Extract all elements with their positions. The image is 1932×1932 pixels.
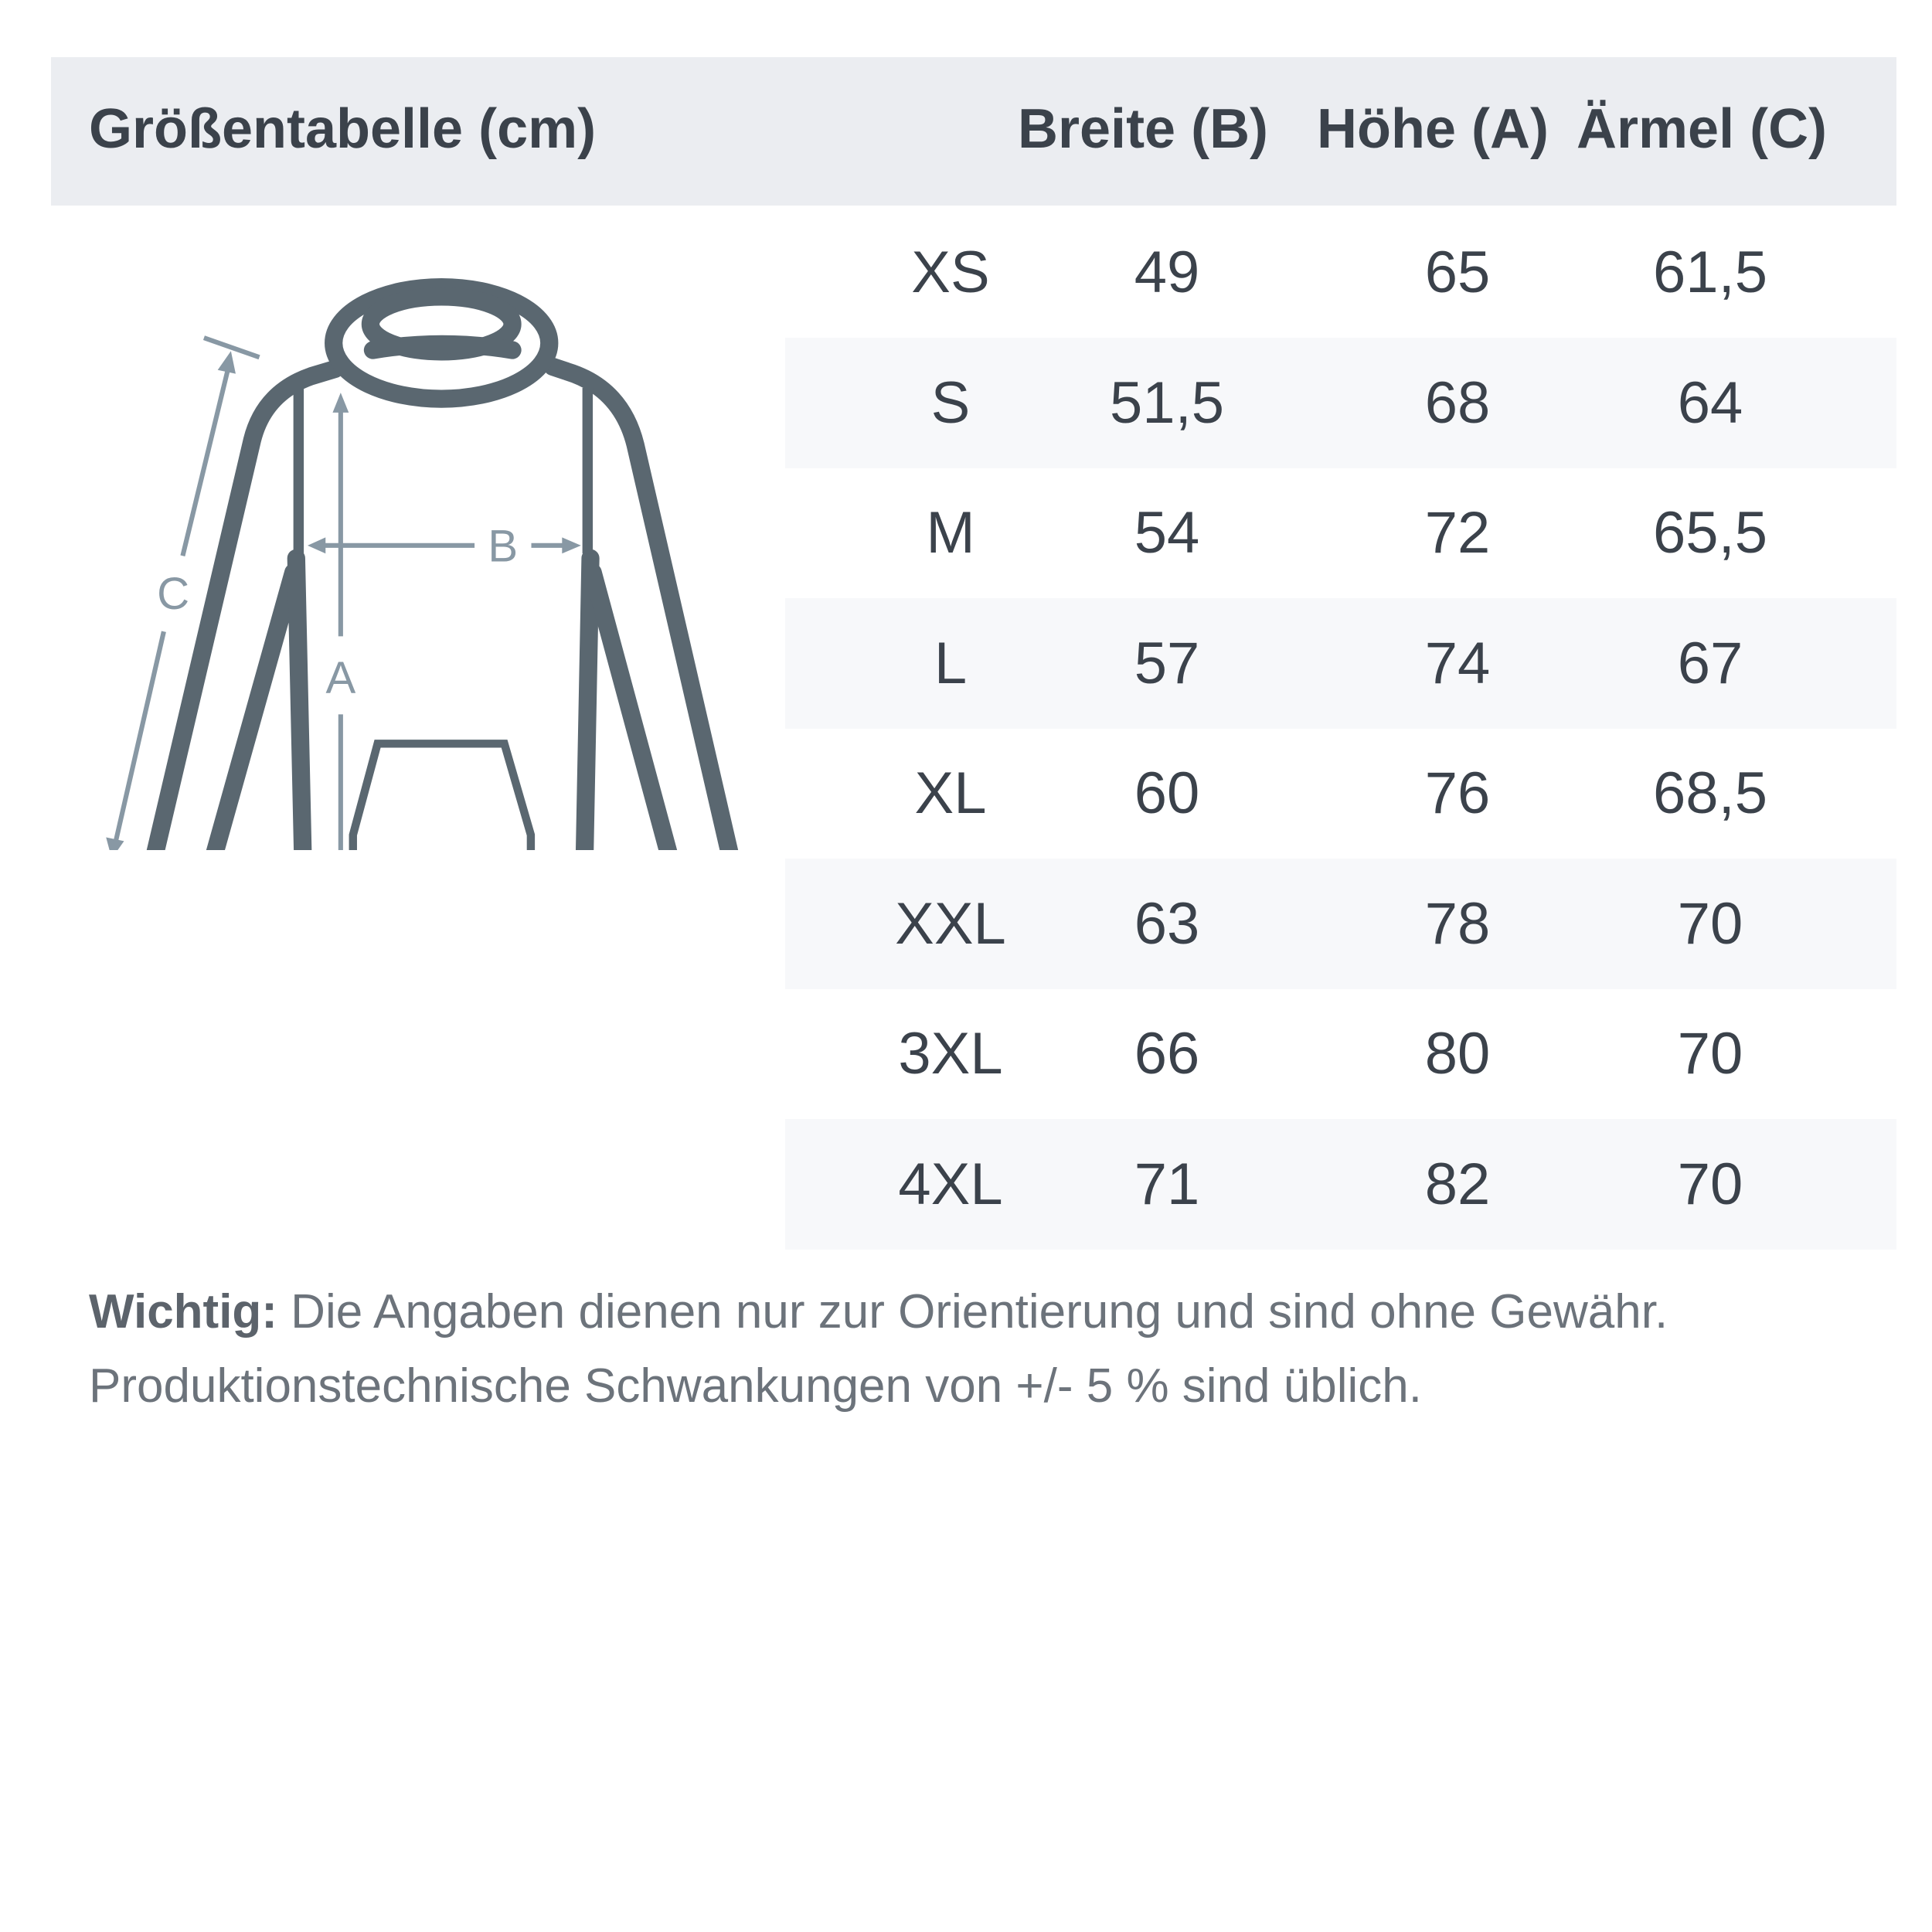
label-b: B	[488, 522, 518, 572]
note-line-2: Produktionstechnische Schwankungen von +…	[89, 1359, 1422, 1413]
column-header-aermel: Ärmel (C)	[1577, 98, 1828, 160]
body-side-lines	[293, 387, 594, 554]
cell-size: XS	[911, 240, 990, 305]
cell-breite: 66	[1134, 1021, 1200, 1087]
column-header-hoehe: Höhe (A)	[1317, 98, 1549, 160]
cell-aermel: 70	[1677, 1151, 1743, 1217]
table-row: XL 60 76 68,5	[785, 728, 1896, 859]
column-header-breite: Breite (B)	[1018, 98, 1269, 160]
hoodie-outline	[146, 277, 739, 850]
label-a: A	[325, 653, 355, 703]
cell-hoehe: 78	[1424, 890, 1491, 957]
table-row: XS 49 65 61,5	[785, 207, 1896, 338]
cell-size: XXL	[895, 890, 1006, 957]
cell-size: 3XL	[898, 1021, 1003, 1087]
cell-aermel: 70	[1677, 1021, 1743, 1087]
table-row: M 54 72 65,5	[785, 468, 1896, 598]
cell-breite: 51,5	[1110, 369, 1224, 436]
cell-breite: 63	[1134, 890, 1200, 957]
cell-hoehe: 80	[1424, 1021, 1491, 1087]
hoodie-diagram: A B C	[106, 277, 739, 850]
cell-aermel: 70	[1677, 890, 1743, 957]
page-title: Größentabelle (cm)	[89, 98, 597, 160]
note-text-1: Die Angaben dienen nur zur Orientierung …	[277, 1285, 1668, 1338]
cell-size: L	[934, 630, 968, 696]
table-row: 3XL 66 80 70	[785, 988, 1896, 1119]
cell-breite: 57	[1134, 630, 1200, 696]
table-row: L 57 74 67	[785, 597, 1896, 729]
cell-size: M	[926, 500, 975, 566]
table-header-band	[51, 57, 1896, 206]
cell-aermel: 67	[1677, 630, 1743, 696]
cell-hoehe: 74	[1424, 630, 1491, 696]
cell-size: 4XL	[898, 1151, 1003, 1217]
cell-hoehe: 65	[1424, 240, 1491, 305]
table-row: 4XL 71 82 70	[785, 1118, 1896, 1250]
cell-breite: 71	[1134, 1151, 1200, 1217]
note-label: Wichtig:	[89, 1285, 277, 1338]
cell-aermel: 68,5	[1653, 760, 1767, 826]
cell-aermel: 65,5	[1653, 500, 1767, 566]
label-c: C	[157, 569, 189, 619]
cell-breite: 49	[1134, 240, 1200, 305]
cell-breite: 54	[1134, 500, 1200, 566]
note-line-1: Wichtig: Die Angaben dienen nur zur Orie…	[89, 1284, 1668, 1339]
cell-hoehe: 72	[1424, 500, 1491, 566]
measurement-lines	[106, 335, 581, 850]
cell-hoehe: 76	[1424, 760, 1491, 826]
table-row: S 51,5 68 64	[785, 337, 1896, 468]
cell-size: XL	[914, 760, 987, 826]
cell-hoehe: 82	[1424, 1151, 1491, 1217]
cell-aermel: 61,5	[1653, 240, 1767, 305]
cell-size: S	[930, 369, 971, 436]
cell-hoehe: 68	[1424, 369, 1491, 436]
pocket	[349, 740, 536, 850]
cell-aermel: 64	[1677, 369, 1743, 436]
cell-breite: 60	[1134, 760, 1200, 826]
table-row: XXL 63 78 70	[785, 858, 1896, 989]
